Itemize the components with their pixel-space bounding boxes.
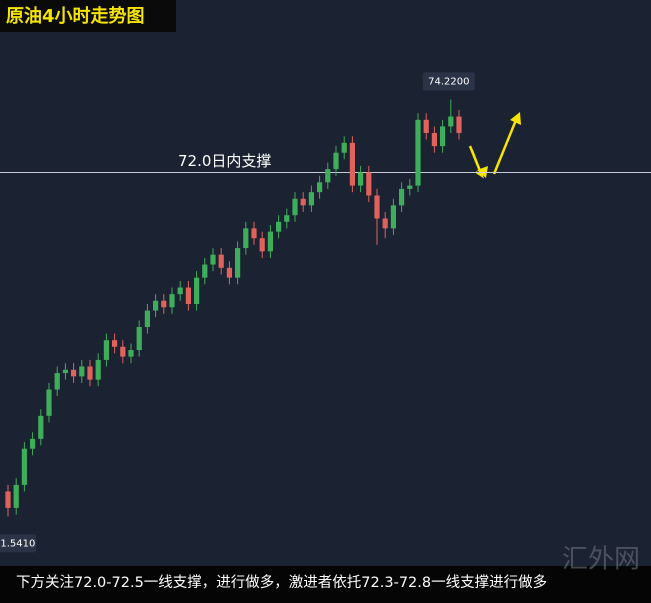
candle-body xyxy=(120,346,126,357)
candle-body xyxy=(79,366,85,377)
candle-body xyxy=(407,185,413,189)
watermark: 汇外网 xyxy=(562,545,640,575)
candle-body xyxy=(218,254,224,268)
max-label: 74.2200 xyxy=(428,76,469,87)
candle-body xyxy=(267,231,273,252)
candle-body xyxy=(71,369,77,377)
footer-text: 下方关注72.0-72.5一线支撑，进行做多，激进者依托72.3-72.8一线支… xyxy=(16,574,547,591)
candle-body xyxy=(259,238,265,252)
candle-body xyxy=(103,340,109,360)
candle-body xyxy=(210,254,216,265)
chart-title: 原油4小时走势图 xyxy=(6,5,145,27)
candle-body xyxy=(300,198,306,206)
candle-body xyxy=(292,198,298,216)
support-label: 72.0日内支撑 xyxy=(178,152,271,170)
plot: 72.0日内支撑 74.2200 61.5410 xyxy=(0,72,651,553)
candle-body xyxy=(431,132,437,147)
candle-body xyxy=(382,218,388,229)
footer-band xyxy=(0,566,651,603)
candle-body xyxy=(349,142,355,186)
candle-body xyxy=(161,300,167,308)
candle-body xyxy=(276,221,282,232)
candle-body xyxy=(399,188,405,206)
candle-body xyxy=(194,277,200,304)
title-band xyxy=(0,0,176,32)
candle-body xyxy=(366,172,372,196)
arrow-head xyxy=(510,112,521,125)
candle-body xyxy=(169,294,175,308)
candle-body xyxy=(415,119,421,186)
candle-body xyxy=(284,215,290,222)
candle-body xyxy=(95,359,101,380)
candle-body xyxy=(112,340,118,347)
candle-body xyxy=(185,287,191,304)
candle-body xyxy=(374,195,380,219)
candle-body xyxy=(13,484,19,508)
candle-body xyxy=(226,267,232,278)
candle-body xyxy=(136,327,142,351)
candle-body xyxy=(423,119,429,133)
candle-body xyxy=(46,389,52,416)
candle-body xyxy=(251,228,257,239)
candle-body xyxy=(308,192,314,206)
candle-body xyxy=(202,264,208,278)
candle-body xyxy=(5,491,11,508)
candle-body xyxy=(317,182,323,193)
arrow-up xyxy=(492,119,518,175)
candle-body xyxy=(38,415,44,439)
candle-body xyxy=(390,205,396,229)
candle-body xyxy=(440,126,446,147)
min-label: 61.5410 xyxy=(0,538,35,549)
candle-body xyxy=(144,310,150,328)
candle-body xyxy=(333,152,339,170)
candle-body xyxy=(87,366,93,380)
candle-body xyxy=(448,116,454,127)
candle-body xyxy=(30,438,36,449)
candle-body xyxy=(243,228,249,249)
candle-body xyxy=(128,350,134,357)
min-label-box xyxy=(0,534,36,553)
candle-body xyxy=(325,169,331,183)
candle-body xyxy=(341,142,347,153)
candle-body xyxy=(235,248,241,278)
max-label-box xyxy=(422,72,475,91)
candle-body xyxy=(153,300,159,311)
candle-body xyxy=(358,172,364,186)
candle-body xyxy=(62,369,68,374)
candle-body xyxy=(21,448,27,485)
candle-body xyxy=(54,373,60,390)
candle-body xyxy=(177,287,183,295)
candle-body xyxy=(456,116,462,133)
